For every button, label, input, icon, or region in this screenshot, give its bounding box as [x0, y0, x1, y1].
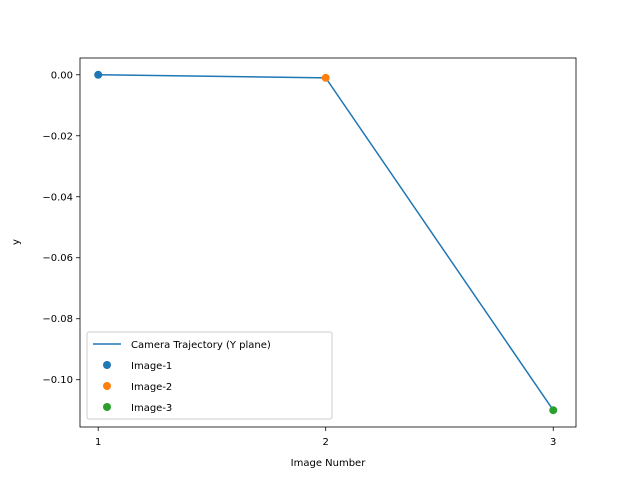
- scatter-point-2: [321, 73, 330, 82]
- legend-marker-2: [103, 382, 111, 390]
- legend-label: Image-3: [131, 403, 172, 414]
- y-tick-label: −0.06: [42, 253, 73, 264]
- x-tick-label: 2: [323, 437, 329, 448]
- legend-box: [86, 331, 333, 420]
- x-axis-label: Image Number: [291, 458, 367, 469]
- x-tick-label: 3: [550, 437, 556, 448]
- y-axis: 0.00 −0.02 −0.04 −0.06 −0.08 −0.10: [42, 70, 80, 386]
- axes-frame: [79, 57, 577, 428]
- x-axis: 1 2 3: [95, 427, 556, 448]
- legend: Camera Trajectory (Y plane) Image-1 Image-…: [86, 331, 333, 420]
- y-tick-label: −0.02: [42, 131, 73, 142]
- y-tick-label: 0.00: [51, 70, 73, 81]
- y-tick-label: −0.10: [42, 375, 73, 386]
- scatter-point-3: [549, 406, 558, 415]
- legend-marker-1: [103, 361, 111, 369]
- y-tick-label: −0.04: [42, 192, 73, 203]
- y-axis-label: y: [11, 239, 22, 245]
- y-tick-label: −0.08: [42, 314, 73, 325]
- legend-label: Camera Trajectory (Y plane): [131, 340, 271, 351]
- legend-label: Image-2: [131, 382, 172, 393]
- legend-marker-3: [103, 403, 111, 411]
- legend-label: Image-1: [131, 361, 172, 372]
- x-tick-label: 1: [95, 437, 101, 448]
- scatter-point-1: [94, 70, 103, 79]
- plot-area: [79, 57, 577, 428]
